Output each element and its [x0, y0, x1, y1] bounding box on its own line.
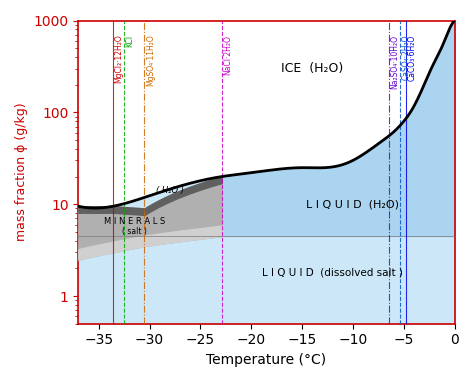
Text: CaSO₄·2H₂O: CaSO₄·2H₂O [401, 35, 410, 80]
Text: ICE  (H₂O): ICE (H₂O) [281, 62, 343, 75]
Text: CaCO₃·6H₂O: CaCO₃·6H₂O [407, 35, 416, 81]
Text: NaCl·2H₂O: NaCl·2H₂O [223, 35, 232, 74]
Text: M I N E R A L S: M I N E R A L S [104, 217, 165, 226]
Text: L I Q U I D  (H₂O): L I Q U I D (H₂O) [307, 199, 400, 209]
Text: ( salt ): ( salt ) [122, 227, 147, 236]
Text: L I Q U I D  (dissolved salt ): L I Q U I D (dissolved salt ) [262, 268, 403, 278]
Text: ( H₂O ): ( H₂O ) [156, 186, 184, 195]
Text: KCl: KCl [126, 35, 135, 47]
Y-axis label: mass fraction ϕ (g/kg): mass fraction ϕ (g/kg) [15, 103, 28, 241]
Text: MgCl₂·12H₂O: MgCl₂·12H₂O [115, 35, 124, 84]
Text: Na₂SO₄·10H₂O: Na₂SO₄·10H₂O [390, 35, 399, 89]
X-axis label: Temperature (°C): Temperature (°C) [207, 353, 327, 367]
Text: MgSO₄·11H₂O: MgSO₄·11H₂O [146, 35, 155, 86]
